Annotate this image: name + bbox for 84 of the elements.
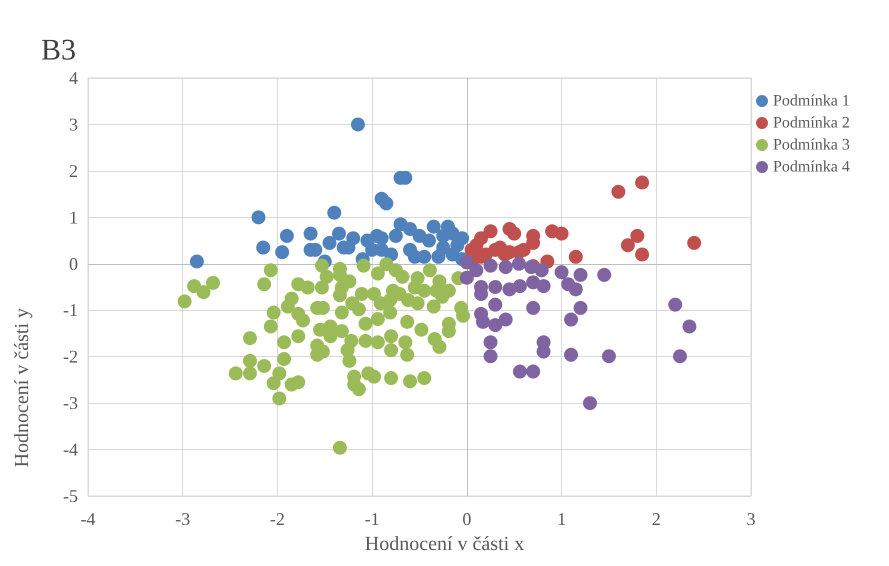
point bbox=[388, 228, 403, 243]
x-tick-label: 3 bbox=[746, 509, 756, 529]
point bbox=[507, 226, 522, 241]
point bbox=[426, 220, 441, 234]
point bbox=[630, 228, 644, 243]
point bbox=[620, 238, 635, 252]
point bbox=[488, 318, 502, 332]
point bbox=[516, 242, 531, 257]
y-tick-label: 0 bbox=[69, 254, 78, 274]
point bbox=[275, 245, 290, 260]
y-tick-label: 3 bbox=[69, 114, 78, 134]
point bbox=[498, 260, 513, 274]
point bbox=[554, 226, 569, 241]
point bbox=[484, 258, 498, 273]
x-tick-label: 1 bbox=[557, 509, 566, 529]
y-tick-label: 2 bbox=[69, 160, 78, 181]
point bbox=[403, 222, 418, 236]
point bbox=[322, 236, 337, 250]
x-axis-title: Hodnocení v části x bbox=[364, 533, 524, 555]
point bbox=[534, 263, 549, 278]
legend-label: Podmínka 2 bbox=[773, 114, 850, 132]
point bbox=[512, 256, 526, 271]
point bbox=[672, 349, 687, 364]
point bbox=[574, 268, 588, 282]
point bbox=[687, 236, 702, 250]
point bbox=[256, 240, 270, 255]
point bbox=[484, 335, 498, 350]
legend-label: Podmínka 4 bbox=[773, 158, 850, 176]
point bbox=[346, 231, 360, 246]
point bbox=[436, 240, 450, 255]
point bbox=[332, 226, 346, 241]
point bbox=[422, 234, 436, 248]
point bbox=[668, 298, 682, 312]
point bbox=[469, 263, 484, 278]
point bbox=[304, 226, 318, 241]
point bbox=[476, 314, 490, 329]
point bbox=[635, 247, 650, 262]
point bbox=[568, 250, 583, 264]
y-tick-label: -4 bbox=[63, 440, 78, 460]
point bbox=[536, 344, 551, 359]
point bbox=[379, 196, 394, 210]
x-tick-label: 0 bbox=[462, 509, 472, 529]
point bbox=[252, 210, 266, 224]
point bbox=[597, 268, 612, 282]
y-tick-label: -2 bbox=[63, 346, 78, 367]
point bbox=[460, 255, 474, 270]
point bbox=[564, 312, 578, 327]
point bbox=[574, 300, 588, 315]
point bbox=[190, 254, 204, 268]
point bbox=[526, 364, 540, 379]
point bbox=[484, 349, 498, 364]
point bbox=[350, 117, 365, 132]
x-tick-label: -2 bbox=[270, 509, 285, 529]
point bbox=[484, 224, 498, 238]
y-axis-title: Hodnocení v části y bbox=[11, 308, 33, 468]
y-tick-label: 4 bbox=[69, 68, 78, 88]
point bbox=[512, 279, 527, 294]
legend-label: Podmínka 3 bbox=[773, 136, 850, 154]
point bbox=[536, 279, 551, 294]
point bbox=[488, 280, 502, 294]
point bbox=[488, 298, 502, 312]
point bbox=[374, 231, 389, 246]
point bbox=[602, 349, 616, 364]
point bbox=[635, 176, 650, 190]
x-tick-label: 2 bbox=[652, 509, 661, 529]
legend-label: Podmínka 1 bbox=[773, 92, 850, 110]
x-tick-label: -3 bbox=[175, 509, 190, 529]
point bbox=[682, 319, 696, 334]
y-tick-label: -5 bbox=[63, 486, 78, 506]
point bbox=[327, 206, 342, 220]
point bbox=[583, 396, 597, 410]
point bbox=[611, 184, 626, 199]
point bbox=[526, 300, 540, 315]
y-tick-label: -1 bbox=[63, 300, 78, 320]
y-tick-label: 1 bbox=[69, 207, 78, 228]
point bbox=[568, 282, 583, 296]
point bbox=[554, 265, 569, 280]
point bbox=[498, 312, 513, 327]
chart-title: B3 bbox=[41, 34, 76, 66]
point bbox=[512, 364, 527, 379]
x-tick-label: -1 bbox=[364, 509, 380, 529]
y-tick-label: -3 bbox=[63, 393, 78, 414]
point bbox=[280, 228, 294, 243]
point bbox=[564, 348, 578, 362]
